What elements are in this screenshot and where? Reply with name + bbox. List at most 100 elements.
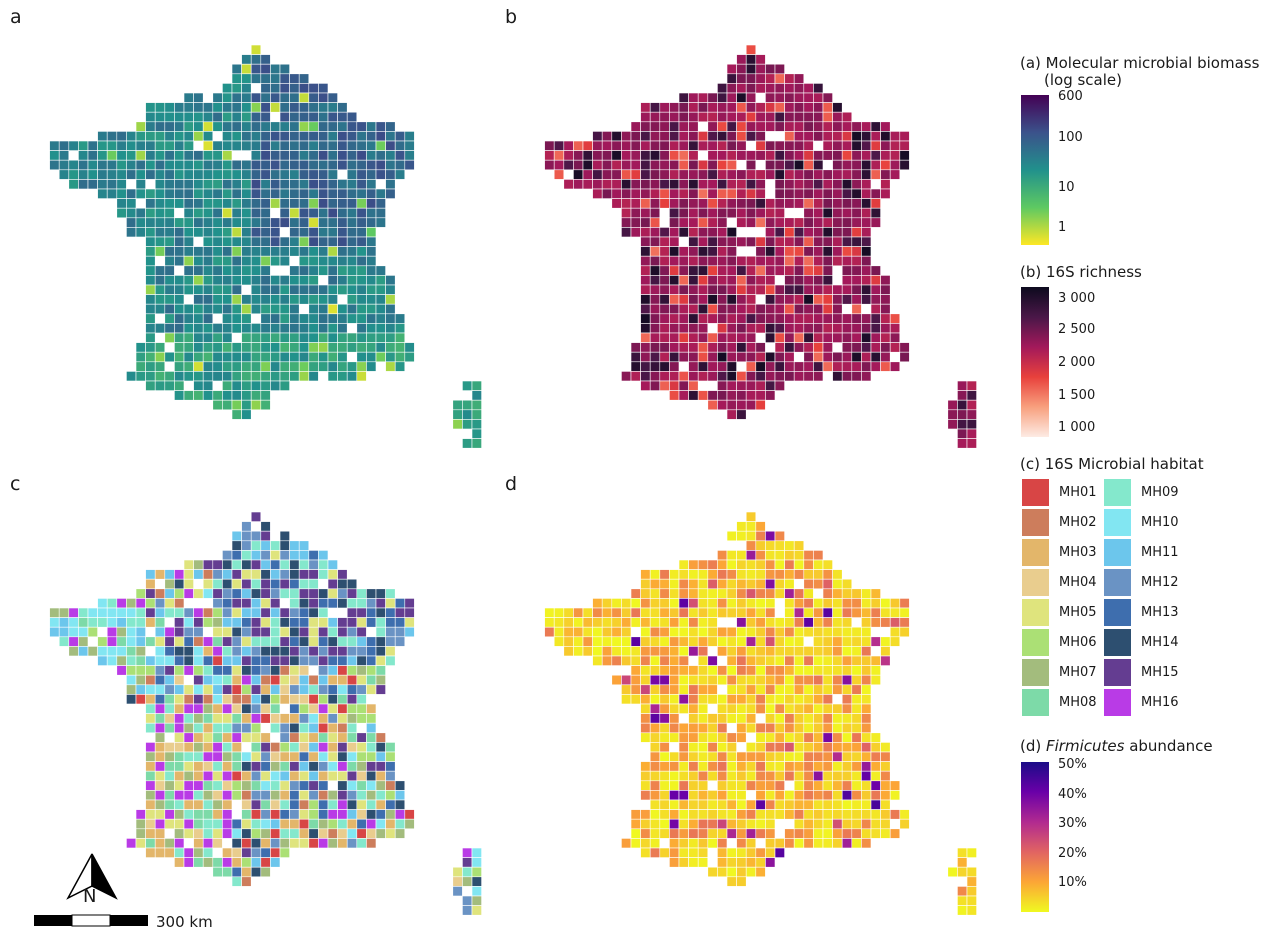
grid-cell <box>870 159 881 171</box>
grid-cell <box>202 847 214 858</box>
grid-cell <box>289 626 300 638</box>
grid-cell <box>193 102 204 113</box>
grid-cell <box>260 54 271 65</box>
france-grid-maps <box>49 44 977 916</box>
grid-cell <box>755 828 766 839</box>
grid-cell <box>870 742 881 753</box>
grid-cell <box>289 361 300 372</box>
grid-cell <box>193 169 204 180</box>
grid-cell <box>726 92 737 103</box>
grid-cell <box>212 598 223 609</box>
grid-cell <box>193 674 204 686</box>
grid-cell <box>308 732 319 743</box>
grid-cell <box>707 607 718 618</box>
grid-cell <box>337 255 348 267</box>
grid-cell <box>784 742 795 753</box>
grid-cell <box>279 655 290 666</box>
grid-cell <box>145 323 156 334</box>
grid-cell <box>717 828 728 839</box>
grid-cell <box>765 217 776 228</box>
grid-cell <box>193 742 204 753</box>
grid-cell <box>241 399 252 411</box>
grid-cell <box>659 588 670 599</box>
grid-cell <box>765 150 776 161</box>
grid-cell <box>337 236 348 247</box>
grid-cell <box>851 809 862 820</box>
grid-cell <box>707 131 718 142</box>
grid-cell <box>697 674 709 686</box>
grid-cell <box>870 732 881 743</box>
grid-cell <box>279 540 290 551</box>
grid-cell <box>755 866 766 878</box>
grid-cell <box>135 169 146 180</box>
grid-cell <box>327 818 338 830</box>
grid-cell <box>880 332 891 343</box>
grid-cell <box>832 169 843 180</box>
grid-cell <box>688 751 699 762</box>
grid-cell <box>957 847 968 858</box>
grid-cell <box>174 674 185 686</box>
grid-cell <box>841 198 853 209</box>
grid-cell <box>356 732 367 743</box>
grid-cell <box>145 275 156 286</box>
grid-cell <box>649 131 661 142</box>
grid-cell <box>717 131 728 142</box>
grid-cell <box>649 588 661 599</box>
grid-cell <box>611 655 622 666</box>
grid-cell <box>260 351 271 363</box>
grid-cell <box>183 207 194 219</box>
grid-cell <box>471 905 482 916</box>
grid-cell <box>707 294 718 305</box>
grid-cell <box>582 179 593 190</box>
grid-cell <box>736 818 747 830</box>
grid-cell <box>260 179 271 190</box>
grid-cell <box>202 818 214 830</box>
grid-cell <box>726 828 737 839</box>
grid-cell <box>327 275 338 286</box>
grid-cell <box>471 886 482 897</box>
grid-cell <box>841 732 853 743</box>
grid-cell <box>193 607 204 618</box>
grid-cell <box>630 809 641 820</box>
grid-cell <box>231 847 242 858</box>
grid-cell <box>231 198 242 209</box>
grid-cell <box>774 246 785 257</box>
grid-cell <box>471 390 482 401</box>
grid-cell <box>841 140 853 151</box>
grid-cell <box>745 150 757 161</box>
grid-cell <box>308 179 319 190</box>
grid-cell <box>375 188 386 199</box>
grid-cell <box>145 655 156 666</box>
grid-cell <box>669 857 680 868</box>
grid-cell <box>404 351 415 363</box>
grid-cell <box>346 607 358 618</box>
grid-cell <box>327 198 338 209</box>
grid-cell <box>174 818 185 830</box>
grid-cell <box>250 159 262 171</box>
grid-cell <box>366 761 377 772</box>
grid-cell <box>851 818 862 830</box>
grid-cell <box>260 857 271 868</box>
grid-cell <box>298 713 310 724</box>
grid-cell <box>250 92 262 103</box>
grid-cell <box>688 351 699 363</box>
grid-cell <box>765 294 776 305</box>
grid-cell <box>337 703 348 714</box>
grid-cell <box>697 559 709 570</box>
grid-cell <box>736 332 747 343</box>
grid-cell <box>793 236 805 247</box>
grid-cell <box>736 83 747 94</box>
grid-cell <box>250 530 262 542</box>
grid-cell <box>164 761 175 772</box>
grid-cell <box>193 732 204 743</box>
grid-cell <box>899 809 910 820</box>
grid-cell <box>462 905 473 916</box>
grid-cell <box>289 227 300 238</box>
grid-cell <box>193 809 204 820</box>
grid-cell <box>707 684 718 695</box>
grid-cell <box>784 342 795 353</box>
grid-cell <box>356 188 367 199</box>
grid-cell <box>183 847 194 858</box>
grid-cell <box>851 179 862 190</box>
grid-cell <box>404 150 415 161</box>
